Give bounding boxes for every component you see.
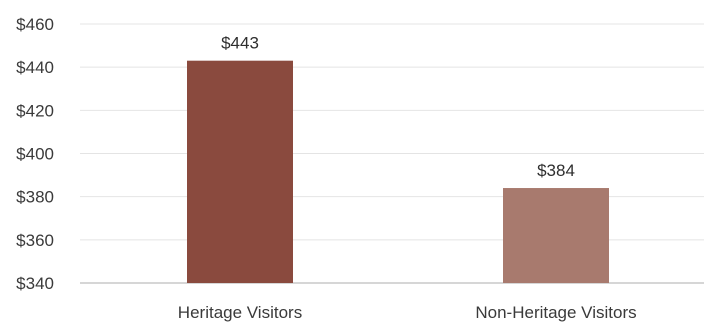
data-label: $443: [221, 34, 259, 53]
y-tick-label: $360: [16, 231, 54, 250]
bar-1: [503, 188, 609, 283]
category-label: Non-Heritage Visitors: [475, 303, 636, 322]
data-labels: $443 $384: [221, 34, 575, 180]
x-axis-category-labels: Heritage Visitors Non-Heritage Visitors: [178, 303, 637, 322]
y-tick-label: $340: [16, 274, 54, 293]
y-axis-tick-labels: $340 $360 $380 $400 $420 $440 $460: [16, 15, 54, 293]
y-tick-label: $420: [16, 101, 54, 120]
gridlines: [80, 23, 704, 284]
bar-0: [187, 60, 293, 283]
y-tick-label: $440: [16, 58, 54, 77]
y-tick-label: $460: [16, 15, 54, 34]
y-tick-label: $400: [16, 145, 54, 164]
category-label: Heritage Visitors: [178, 303, 302, 322]
bars: [187, 60, 609, 283]
data-label: $384: [537, 161, 575, 180]
y-tick-label: $380: [16, 188, 54, 207]
